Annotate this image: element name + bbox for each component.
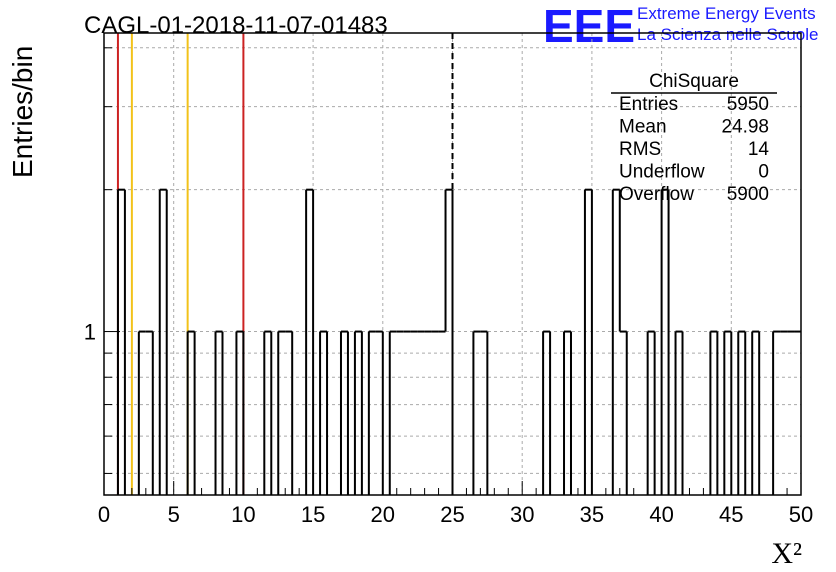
x-tick-label: 50 — [789, 502, 813, 527]
histogram-bins — [116, 188, 801, 495]
x-tick-label: 30 — [510, 502, 534, 527]
stats-row-label: Overflow — [619, 184, 694, 205]
y-axis-ticks: 1 — [84, 47, 120, 474]
stats-title: ChiSquare — [649, 71, 739, 92]
stats-row-label: Mean — [619, 117, 667, 138]
x-tick-label: 5 — [168, 502, 180, 527]
stats-row-label: Underflow — [619, 162, 705, 183]
stats-row-value: 0 — [758, 162, 769, 183]
x-tick-label: 10 — [231, 502, 255, 527]
stats-row-value: 24.98 — [721, 117, 769, 138]
stats-box: ChiSquare Entries 5950 Mean 24.98 RMS 14 Under… — [611, 71, 777, 205]
y-axis-label: Entries/bin — [7, 46, 38, 178]
logo-line-1: Extreme Energy Events — [637, 4, 816, 23]
eee-logo-text: EEE — [543, 0, 635, 52]
x-tick-label: 40 — [649, 502, 673, 527]
reference-lines — [116, 33, 454, 495]
x-axis-label: X² — [771, 537, 802, 570]
stats-row-value: 5950 — [727, 94, 769, 115]
x-tick-label: 25 — [440, 502, 464, 527]
stats-row-value: 14 — [748, 139, 770, 160]
stats-row-value: 5900 — [727, 184, 769, 205]
eee-logo: EEE — [543, 0, 635, 52]
x-tick-label: 0 — [98, 502, 110, 527]
x-tick-label: 15 — [301, 502, 325, 527]
x-tick-label: 35 — [580, 502, 604, 527]
y-tick-label: 1 — [84, 320, 96, 345]
chart-title: CAGL-01-2018-11-07-01483 — [84, 12, 388, 39]
stats-row-label: RMS — [619, 139, 661, 160]
x-tick-label: 45 — [719, 502, 743, 527]
x-axis-ticks: 0 5 10 15 20 25 30 35 40 45 50 — [98, 481, 813, 527]
x-tick-label: 20 — [371, 502, 395, 527]
logo-line-2: La Scienza nelle Scuole — [637, 25, 818, 44]
stats-row-label: Entries — [619, 94, 678, 115]
